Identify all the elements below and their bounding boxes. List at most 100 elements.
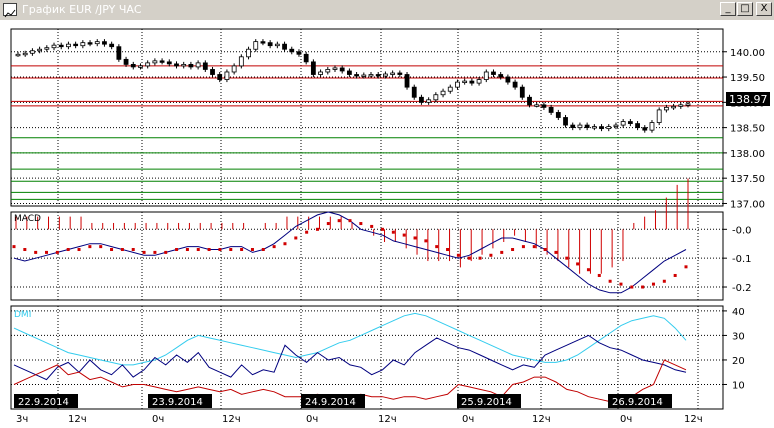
macd-signal-point: [164, 250, 168, 254]
candle-body: [541, 104, 547, 108]
macd-panel-frame: [10, 211, 724, 301]
macd-signal-point: [489, 253, 493, 257]
hour-label: 0ч: [306, 414, 318, 425]
candle-body: [152, 60, 158, 64]
price-tick-label: 140.00: [730, 48, 765, 59]
candle-body: [678, 104, 684, 107]
macd-signal-point: [131, 248, 135, 252]
macd-signal-point: [326, 222, 330, 226]
macd-signal-point: [99, 245, 103, 249]
macd-signal-point: [521, 245, 525, 249]
macd-signal-point: [424, 239, 428, 243]
candle-body: [253, 41, 259, 50]
date-label-box: [14, 394, 78, 408]
date-label: 22.9.2014: [18, 397, 69, 408]
dmi-axis: 40 30 20 10: [723, 307, 745, 391]
macd-signal-point: [218, 248, 222, 252]
candle-body: [620, 121, 626, 126]
macd-signal-point: [370, 224, 374, 228]
price-tick-label: 139.50: [730, 73, 765, 84]
macd-signal-point: [435, 245, 439, 249]
macd-signal-point: [66, 248, 70, 252]
macd-signal-point: [586, 268, 590, 272]
candle-body: [238, 56, 244, 67]
macd-label: MACD: [14, 214, 41, 224]
candle-body: [80, 42, 86, 47]
macd-signal-point: [120, 248, 124, 252]
candle-body: [512, 81, 518, 88]
macd-signal-point: [294, 236, 298, 240]
macd-signal-point: [630, 285, 634, 289]
candle-body: [440, 90, 446, 96]
macd-signal-point: [543, 248, 547, 252]
dmi-tick-label: 20: [732, 356, 745, 367]
macd-signal-point: [597, 273, 601, 277]
dmi-tick-label: 30: [732, 331, 745, 342]
price-tick-label: 138.00: [730, 149, 765, 160]
candle-body: [656, 109, 662, 123]
candle-body: [606, 126, 612, 130]
macd-signal-point: [142, 250, 146, 254]
candle-body: [397, 72, 403, 75]
candle-body: [599, 126, 604, 130]
candle-body: [498, 74, 504, 78]
window-titlebar[interactable]: График EUR /JPY ЧАС _ □ X: [0, 0, 774, 21]
candle-body: [116, 46, 122, 60]
candle-body: [491, 71, 496, 75]
date-label: 23.9.2014: [152, 397, 203, 408]
macd-signal-point: [305, 230, 309, 234]
macd-signal-point: [315, 227, 319, 231]
candle-body: [332, 67, 338, 70]
candle-body: [289, 48, 295, 53]
candle-body: [51, 44, 57, 49]
macd-signal-point: [229, 248, 233, 252]
hour-label: 0ч: [620, 414, 632, 425]
candle-body: [390, 72, 396, 75]
price-tick-label: 137.50: [730, 174, 765, 185]
macd-signal-point: [554, 250, 558, 254]
candle-body: [202, 62, 208, 70]
candle-body: [505, 76, 511, 83]
candle-body: [671, 105, 676, 109]
candle-body: [246, 48, 251, 58]
candle-body: [181, 64, 187, 67]
candle-body: [138, 65, 143, 68]
adx-line: [13, 312, 687, 366]
candle-body: [274, 43, 280, 47]
macd-signal-point: [110, 248, 114, 252]
macd-signal-point: [576, 262, 580, 266]
candle-body: [548, 106, 554, 113]
candle-body: [130, 64, 136, 68]
macd-signal-point: [250, 248, 254, 252]
price-panel-frame: [10, 28, 724, 207]
macd-signal-point: [402, 233, 406, 237]
candle-body: [354, 74, 360, 77]
candle-body: [663, 106, 669, 111]
dmi-tick-label: 40: [732, 307, 745, 318]
date-label-box: [301, 394, 365, 408]
hour-label: 0ч: [152, 414, 164, 425]
candle-body: [613, 124, 619, 128]
macd-signal-point: [88, 245, 92, 249]
candle-body: [627, 121, 633, 124]
close-button[interactable]: X: [756, 2, 772, 16]
candle-body: [217, 74, 223, 80]
candle-body: [30, 50, 35, 54]
date-label: 25.9.2014: [461, 397, 512, 408]
candle-body: [109, 43, 115, 48]
candle-body: [462, 80, 468, 83]
candle-body: [325, 69, 331, 73]
candle-body: [94, 41, 100, 45]
candle-body: [267, 42, 273, 47]
maximize-button[interactable]: □: [737, 2, 753, 16]
candle-body: [570, 124, 576, 129]
macd-signal-point: [283, 242, 287, 246]
candle-body: [22, 52, 28, 56]
macd-signal-point: [185, 248, 189, 252]
candle-body: [455, 81, 460, 88]
minimize-button[interactable]: _: [720, 2, 736, 16]
candle-body: [159, 60, 165, 63]
candle-body: [685, 103, 691, 106]
macd-signal-point: [272, 245, 276, 249]
macd-signal-point: [651, 282, 655, 286]
